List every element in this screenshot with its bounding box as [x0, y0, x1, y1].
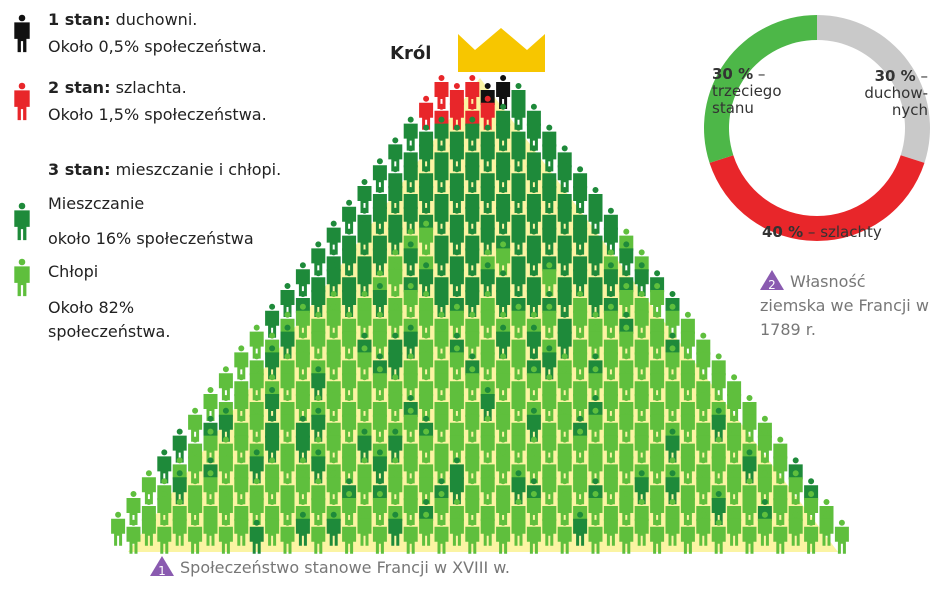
figure: [835, 520, 849, 554]
legend-icons: [14, 15, 29, 296]
king-label: Król: [390, 44, 431, 64]
legend-text: szlachta.: [116, 78, 187, 97]
figure: [14, 259, 29, 296]
legend-text: duchowni.: [116, 10, 198, 29]
crown: [458, 28, 545, 72]
caption-number: 2: [760, 273, 784, 297]
category-label: – szlachty: [808, 223, 882, 241]
legend-label: 2 stan:: [48, 78, 110, 97]
figure: [14, 83, 29, 120]
page: 1 stan: duchowni. Około 0,5% społeczeńst…: [0, 0, 935, 595]
figure: [111, 512, 125, 546]
legend-1-share: Około 0,5% społeczeństwa.: [48, 37, 267, 57]
figure: [14, 15, 29, 52]
donut-label: 40 % – szlachty: [762, 224, 882, 241]
caption-number: 1: [150, 559, 174, 583]
donut-label: 30 % – trzeciego stanu: [712, 66, 784, 117]
caption-text: Społeczeństwo stanowe Francji w XVIII w.: [180, 558, 510, 577]
legend-burghers-share: około 16% społeczeństwa: [48, 229, 254, 249]
legend-label: 3 stan:: [48, 160, 110, 179]
donut-label: 30 % – duchow- nych: [860, 68, 928, 119]
legend-2-share: Około 1,5% społeczeństwa.: [48, 105, 267, 125]
value-label: 40 %: [762, 223, 803, 241]
legend-1: 1 stan: duchowni.: [48, 10, 197, 30]
legend-3: 3 stan: mieszczanie i chłopi.: [48, 160, 281, 180]
value-label: 30 %: [875, 67, 916, 85]
donut: [704, 15, 930, 241]
value-label: 30 %: [712, 65, 753, 83]
legend-peasants: Chłopi: [48, 262, 98, 282]
figure: [14, 203, 29, 240]
caption-text: Własność ziemska we Francji w 1789 r.: [760, 272, 929, 339]
legend-2: 2 stan: szlachta.: [48, 78, 187, 98]
legend-label: 1 stan:: [48, 10, 110, 29]
legend-burghers: Mieszczanie: [48, 194, 144, 214]
legend-text: mieszczanie i chłopi.: [116, 160, 282, 179]
caption-1: 1 Społeczeństwo stanowe Francji w XVIII w…: [150, 556, 510, 580]
legend-peasants-share: Około 82% społeczeństwa.: [48, 296, 168, 344]
